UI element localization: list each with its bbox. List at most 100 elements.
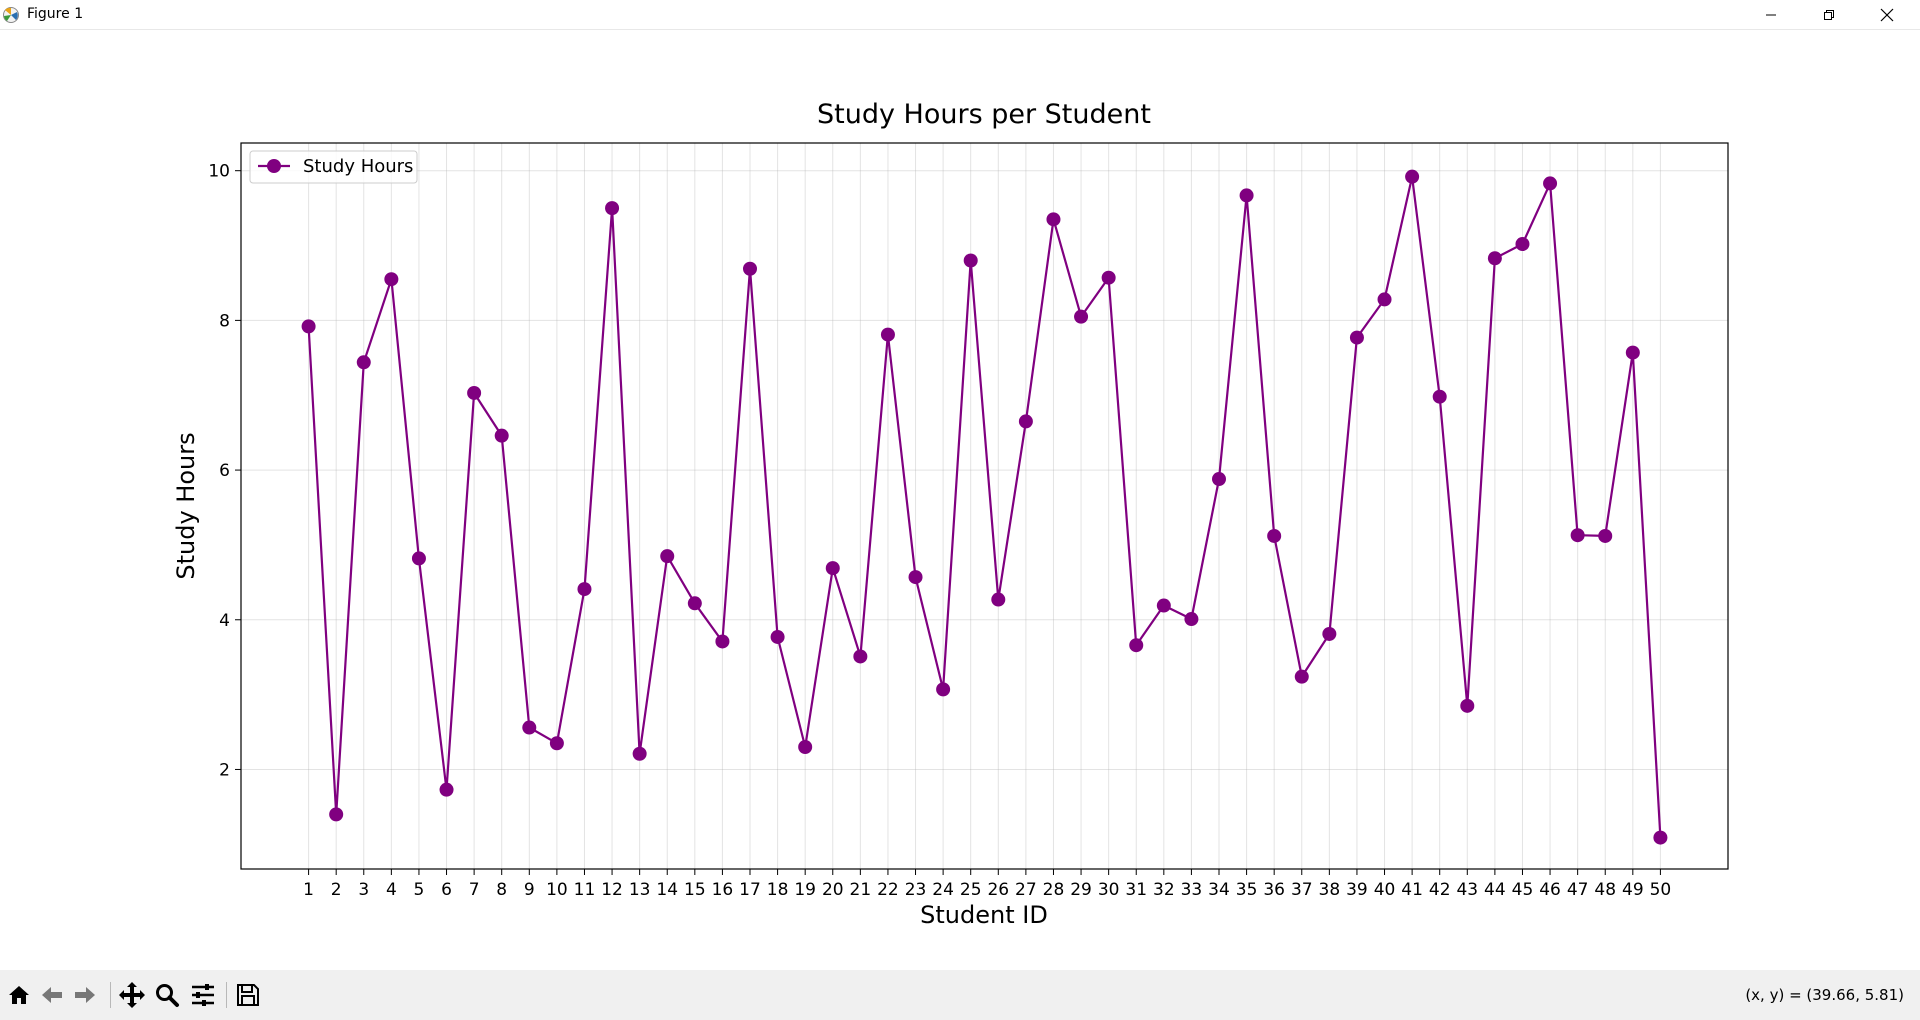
- data-point: [1294, 669, 1309, 684]
- restore-icon: [1824, 9, 1834, 20]
- x-tick-label: 14: [656, 880, 678, 900]
- x-tick-label: 2: [331, 880, 342, 900]
- x-tick-label: 10: [546, 880, 568, 900]
- forward-button[interactable]: [70, 980, 100, 1010]
- x-tick-label: 29: [1070, 880, 1092, 900]
- x-tick-label: 26: [987, 880, 1009, 900]
- data-point: [549, 736, 564, 751]
- data-point: [1598, 528, 1613, 543]
- data-point: [1487, 251, 1502, 266]
- window-titlebar: Figure 1: [0, 0, 1920, 30]
- legend-marker: [267, 159, 281, 173]
- x-tick-label: 30: [1098, 880, 1120, 900]
- x-tick-label: 39: [1346, 880, 1368, 900]
- data-point: [1543, 176, 1558, 191]
- x-tick-label: 20: [822, 880, 844, 900]
- x-tick-label: 8: [496, 880, 507, 900]
- x-tick-label: 48: [1594, 880, 1616, 900]
- legend-label: Study Hours: [303, 156, 413, 177]
- data-point: [1018, 414, 1033, 429]
- close-button[interactable]: [1858, 0, 1916, 29]
- data-point: [853, 649, 868, 664]
- home-icon: [9, 986, 29, 1004]
- axis-ticks: 1 2 3 4 5 6 7 8 9 10 11 12 13 14 15 16 17 18 19 20 21 22 23 24 2…: [208, 162, 1671, 900]
- cursor-coordinates: (x, y) = (39.66, 5.81): [1745, 986, 1904, 1004]
- data-point: [1074, 309, 1089, 324]
- x-tick-label: 44: [1484, 880, 1506, 900]
- data-point: [577, 582, 592, 597]
- x-tick-label: 11: [574, 880, 596, 900]
- back-button[interactable]: [37, 980, 67, 1010]
- y-tick-label: 10: [208, 162, 230, 182]
- grid-lines: [241, 143, 1728, 869]
- x-tick-label: 9: [524, 880, 535, 900]
- data-point: [1570, 528, 1585, 543]
- x-tick-label: 31: [1125, 880, 1147, 900]
- close-icon: [1880, 8, 1894, 21]
- x-tick-label: 22: [877, 880, 899, 900]
- data-point: [1432, 389, 1447, 404]
- data-point: [1349, 330, 1364, 345]
- data-point: [1101, 270, 1116, 285]
- data-point: [494, 428, 509, 443]
- pan-button[interactable]: [117, 980, 147, 1010]
- x-tick-label: 27: [1015, 880, 1037, 900]
- data-point: [660, 549, 675, 564]
- save-icon: [237, 984, 259, 1006]
- x-tick-label: 50: [1650, 880, 1672, 900]
- x-tick-label: 19: [794, 880, 816, 900]
- axes-frame: [240, 142, 1729, 870]
- data-point: [1239, 188, 1254, 203]
- minimize-button[interactable]: [1742, 0, 1800, 29]
- configure-subplots-button[interactable]: [188, 980, 218, 1010]
- data-point: [908, 570, 923, 585]
- data-point: [384, 272, 399, 287]
- x-tick-label: 47: [1567, 880, 1589, 900]
- data-point: [1460, 698, 1475, 713]
- x-tick-label: 32: [1153, 880, 1175, 900]
- data-point: [880, 327, 895, 342]
- data-point: [632, 746, 647, 761]
- x-tick-label: 15: [684, 880, 706, 900]
- data-point: [936, 682, 951, 697]
- data-point: [743, 261, 758, 276]
- figure-canvas[interactable]: 1 2 3 4 5 6 7 8 9 10 11 12 13 14 15 16 17 18 19 20 21 22 23 24 2…: [0, 30, 1920, 970]
- restore-button[interactable]: [1800, 0, 1858, 29]
- x-tick-label: 41: [1401, 880, 1423, 900]
- data-point: [1405, 169, 1420, 184]
- data-point: [798, 740, 813, 755]
- x-tick-label: 45: [1512, 880, 1534, 900]
- navigation-toolbar: (x, y) = (39.66, 5.81): [0, 970, 1920, 1020]
- home-button[interactable]: [4, 980, 34, 1010]
- save-button[interactable]: [233, 980, 263, 1010]
- y-tick-label: 4: [219, 611, 230, 631]
- x-tick-label: 46: [1539, 880, 1561, 900]
- legend-box: [249, 150, 418, 184]
- matplotlib-app-icon: [3, 7, 19, 23]
- configure-subplots-icon: [192, 984, 214, 1006]
- zoom-button[interactable]: [152, 980, 182, 1010]
- data-point: [963, 253, 978, 268]
- data-point: [1653, 830, 1668, 845]
- x-tick-label: 21: [850, 880, 872, 900]
- data-point: [1515, 237, 1530, 252]
- data-point: [1211, 472, 1226, 487]
- x-tick-label: 7: [469, 880, 480, 900]
- toolbar-separator: [110, 982, 111, 1008]
- data-point: [411, 551, 426, 566]
- data-point: [1322, 626, 1337, 641]
- data-point: [1267, 528, 1282, 543]
- y-tick-label: 6: [219, 461, 230, 481]
- window-title: Figure 1: [27, 6, 84, 22]
- legend: Study Hours: [249, 150, 418, 184]
- x-tick-label: 37: [1291, 880, 1313, 900]
- data-point: [825, 561, 840, 576]
- x-tick-label: 33: [1181, 880, 1203, 900]
- data-point: [329, 807, 344, 822]
- x-tick-label: 49: [1622, 880, 1644, 900]
- x-tick-label: 42: [1429, 880, 1451, 900]
- data-point: [605, 201, 620, 216]
- x-tick-label: 24: [932, 880, 954, 900]
- data-point: [1377, 292, 1392, 307]
- data-point: [439, 782, 454, 797]
